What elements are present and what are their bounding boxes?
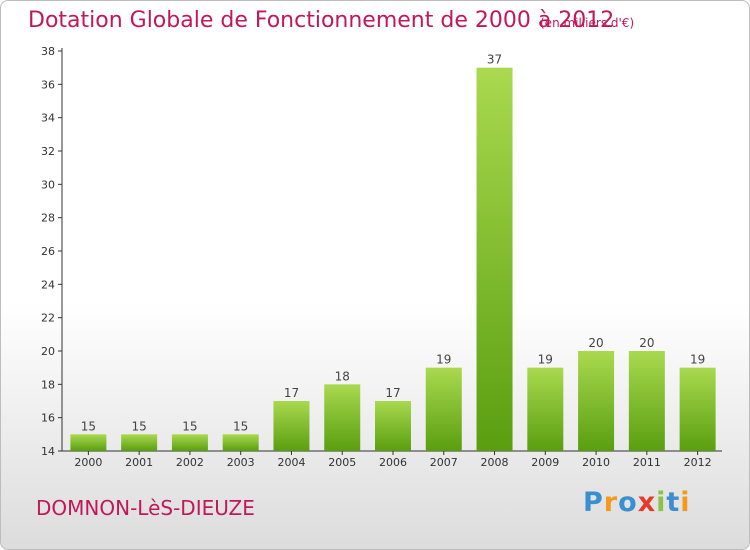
logo-letter: o — [618, 487, 638, 518]
x-tick-label: 2001 — [125, 456, 153, 469]
bar-value-label: 18 — [335, 369, 350, 383]
bar-2012 — [679, 367, 716, 451]
y-tick-label: 18 — [41, 378, 55, 391]
bar-value-label: 19 — [538, 353, 553, 367]
bar-2000 — [70, 434, 107, 451]
y-tick-label: 20 — [41, 345, 55, 358]
y-tick-label: 24 — [41, 278, 55, 291]
x-tick-label: 2000 — [74, 456, 102, 469]
logo-letter: t — [666, 487, 681, 518]
x-tick-label: 2009 — [531, 456, 559, 469]
x-tick-label: 2006 — [379, 456, 407, 469]
y-tick-label: 30 — [41, 178, 55, 191]
bar-2004 — [273, 401, 310, 451]
y-tick-label: 14 — [41, 445, 55, 458]
bar-2008 — [476, 67, 513, 452]
logo-letter: i — [680, 487, 691, 518]
bar-2005 — [324, 384, 361, 451]
x-tick-label: 2005 — [328, 456, 356, 469]
bar-value-label: 15 — [233, 419, 248, 433]
bar-value-label: 20 — [588, 336, 603, 350]
x-tick-label: 2003 — [227, 456, 255, 469]
bar-value-label: 19 — [436, 353, 451, 367]
bar-value-label: 15 — [182, 419, 197, 433]
bar-value-label: 17 — [385, 386, 400, 400]
x-tick-label: 2011 — [633, 456, 661, 469]
y-tick-label: 16 — [41, 412, 55, 425]
bar-value-label: 17 — [284, 386, 299, 400]
x-tick-label: 2004 — [277, 456, 305, 469]
x-tick-label: 2007 — [430, 456, 458, 469]
bar-2006 — [375, 401, 411, 451]
logo-letter: r — [603, 487, 619, 518]
logo-letter: x — [637, 487, 657, 518]
bar-value-label: 15 — [132, 419, 147, 433]
bar-2007 — [425, 367, 462, 451]
chart-subtitle: (en milliers d'€) — [540, 16, 635, 30]
x-tick-label: 2012 — [684, 456, 712, 469]
bar-value-label: 37 — [487, 53, 502, 67]
city-name: DOMNON-LèS-DIEUZE — [36, 496, 255, 520]
x-tick-label: 2008 — [481, 456, 509, 469]
y-tick-label: 32 — [41, 145, 55, 158]
logo-letter: P — [583, 487, 604, 518]
bar-value-label: 19 — [690, 353, 705, 367]
y-tick-label: 36 — [41, 78, 55, 91]
y-tick-label: 22 — [41, 312, 55, 325]
bar-2002 — [171, 434, 208, 451]
chart-title: Dotation Globale de Fonctionnement de 20… — [28, 8, 615, 33]
bar-2010 — [578, 351, 615, 451]
y-tick-label: 26 — [41, 245, 55, 258]
logo-letter: i — [656, 487, 667, 518]
x-tick-label: 2010 — [582, 456, 610, 469]
bar-2003 — [222, 434, 259, 451]
bar-2001 — [121, 434, 158, 451]
proxiti-logo[interactable]: Proxiti — [583, 487, 691, 518]
bar-2011 — [628, 351, 665, 451]
y-tick-label: 38 — [41, 45, 55, 58]
x-tick-label: 2002 — [176, 456, 204, 469]
bar-2009 — [527, 367, 564, 451]
bar-value-label: 20 — [639, 336, 654, 350]
y-tick-label: 28 — [41, 212, 55, 225]
y-tick-label: 34 — [41, 112, 55, 125]
bar-value-label: 15 — [81, 419, 96, 433]
